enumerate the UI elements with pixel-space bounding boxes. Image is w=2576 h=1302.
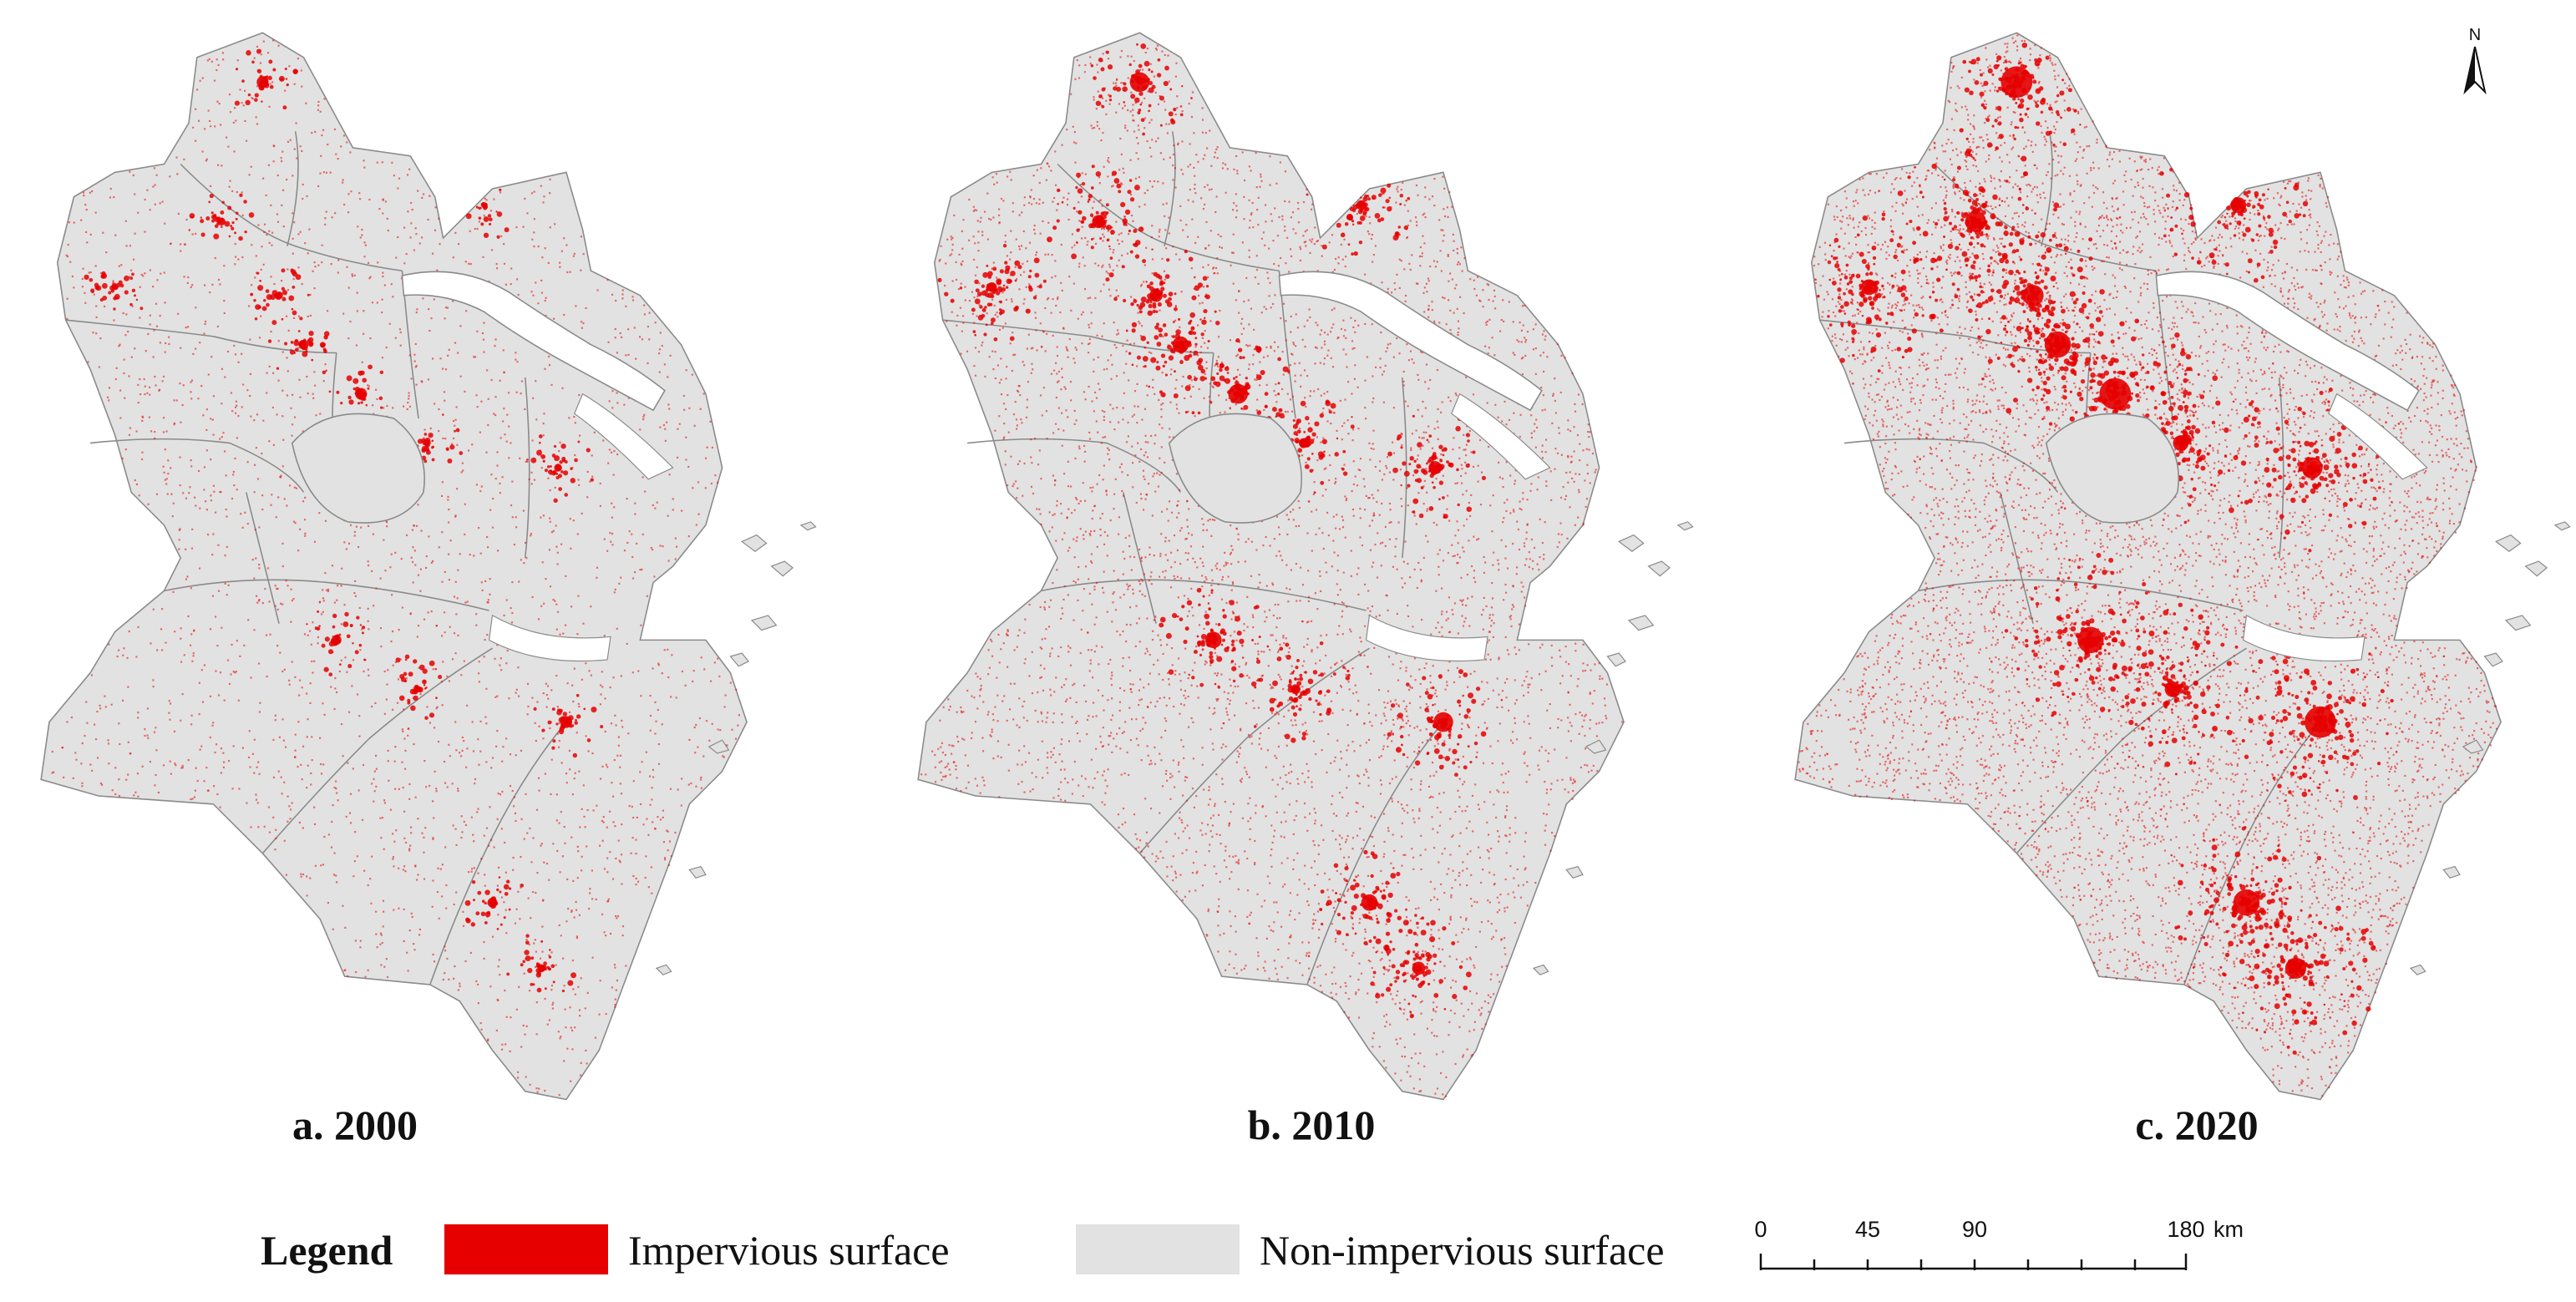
north-arrow-letter: N [2469,26,2481,44]
legend-label-non-impervious: Non-impervious surface [1260,1226,1665,1274]
panel-label-2010: b. 2010 [1144,1101,1478,1149]
map-panel-2020 [1794,32,2571,1101]
legend-title: Legend [261,1226,393,1274]
map-panel-2000 [40,32,817,1101]
legend-label-impervious: Impervious surface [628,1226,950,1274]
panel-label-2020: c. 2020 [2030,1101,2364,1149]
north-arrow-icon: N [2463,26,2487,95]
map-panel-2010 [917,32,1694,1101]
scale-unit-label: km [2213,1217,2244,1243]
scale-bar [1759,1254,2188,1270]
legend-swatch-impervious [444,1224,608,1274]
scale-tick-label-45: 45 [1855,1217,1880,1243]
scale-tick-label-180: 180 [2167,1217,2204,1243]
region-land [917,32,1625,1101]
panel-label-2000: a. 2000 [188,1101,522,1149]
region-land [40,32,748,1101]
scale-tick-label-90: 90 [1962,1217,1987,1243]
scale-tick-label-0: 0 [1754,1217,1767,1243]
legend-swatch-non-impervious [1076,1224,1240,1274]
